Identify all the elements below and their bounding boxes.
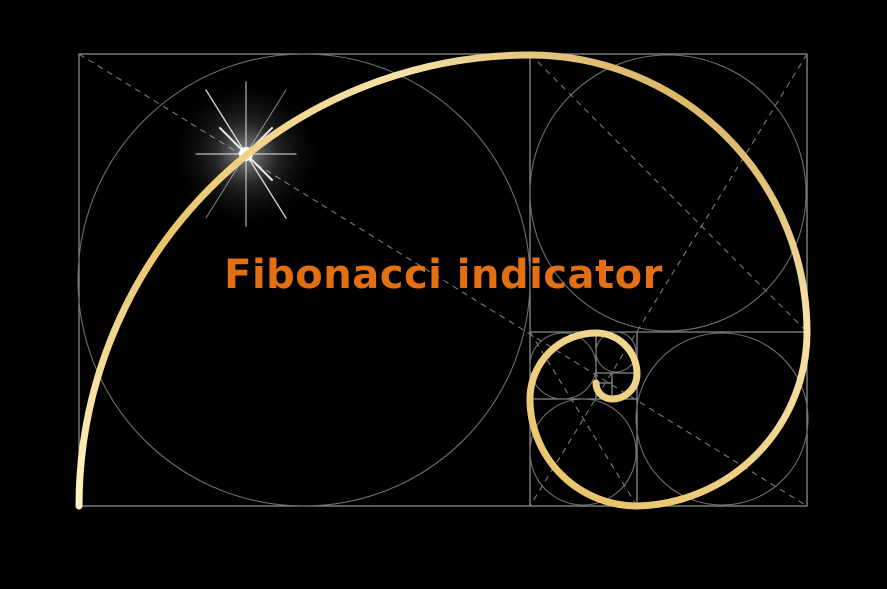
page-title: Fibonacci indicator xyxy=(224,252,663,298)
circle-smaller xyxy=(529,398,637,506)
outer-rectangle xyxy=(78,53,808,507)
golden-circles xyxy=(77,53,809,507)
circle-tiny xyxy=(529,332,597,400)
diagonal-line xyxy=(529,53,808,507)
circle-medium xyxy=(529,54,807,332)
circle-mini xyxy=(595,331,637,373)
circle-large xyxy=(77,53,531,507)
golden-spiral-icon xyxy=(75,51,811,510)
diagonal-guides xyxy=(78,53,808,507)
circle-small xyxy=(635,332,809,506)
diagonal-line xyxy=(529,331,638,507)
